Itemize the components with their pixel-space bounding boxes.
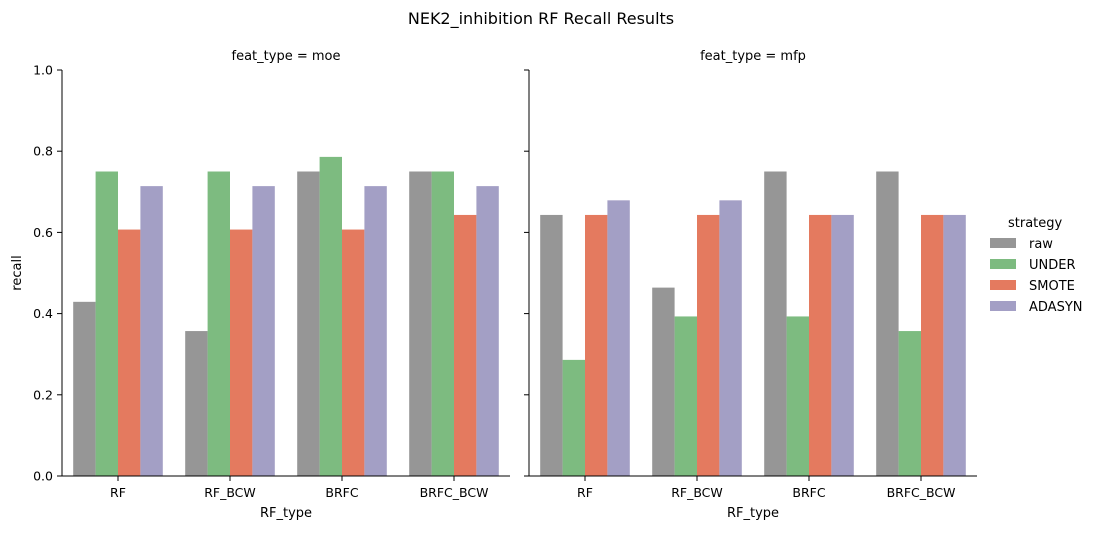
- facet-2: feat_type = mfp RF RF_BCW BRFC BRFC_BCW RF_ty…: [524, 49, 977, 521]
- x-tick-label: RF_BCW: [671, 485, 723, 500]
- bar-under-brfc_bcw: [898, 331, 921, 476]
- bar-raw-brfc_bcw: [409, 171, 432, 476]
- bar-smote-brfc_bcw: [454, 214, 477, 476]
- facet-title: feat_type = moe: [232, 49, 341, 64]
- bar-raw-brfc: [764, 171, 787, 476]
- facets: feat_type = moe 0.0 0.2 0.4 0.6 0.8 1.0 RF RF_BC…: [10, 49, 977, 521]
- bar-smote-rf: [118, 229, 141, 476]
- bar-smote-rf_bcw: [230, 229, 253, 476]
- x-tick-label: BRFC: [325, 485, 358, 500]
- y-tick-label: 1.0: [33, 63, 53, 78]
- x-axis-label: RF_type: [727, 506, 779, 521]
- legend-swatch-under: [990, 259, 1016, 269]
- legend-swatch-smote: [990, 280, 1016, 290]
- bar-raw-brfc: [297, 171, 320, 476]
- bar-smote-rf: [585, 214, 608, 476]
- facet-title: feat_type = mfp: [700, 49, 806, 64]
- x-tick-label: RF_BCW: [204, 485, 256, 500]
- bar-raw-rf: [73, 301, 96, 476]
- y-axis-label: recall: [10, 255, 25, 290]
- bar-adasyn-brfc_bcw: [476, 186, 499, 476]
- legend-label-under: UNDER: [1029, 258, 1076, 273]
- legend-label-adasyn: ADASYN: [1029, 300, 1083, 315]
- y-tick-label: 0.8: [33, 144, 53, 159]
- bar-raw-brfc_bcw: [876, 171, 899, 476]
- legend-swatch-raw: [990, 238, 1016, 248]
- legend-label-raw: raw: [1029, 237, 1053, 252]
- bar-adasyn-brfc_bcw: [943, 214, 966, 476]
- bar-adasyn-rf_bcw: [719, 200, 742, 476]
- bar-raw-rf_bcw: [185, 331, 208, 476]
- facet-1: feat_type = moe 0.0 0.2 0.4 0.6 0.8 1.0 RF RF_BC…: [10, 49, 510, 521]
- bar-smote-brfc: [809, 214, 832, 476]
- x-axis-label: RF_type: [260, 506, 312, 521]
- legend-swatch-adasyn: [990, 301, 1016, 311]
- y-tick-label: 0.6: [33, 225, 53, 240]
- bar-under-rf: [95, 171, 118, 476]
- bar-raw-rf_bcw: [652, 287, 675, 476]
- bar-under-rf_bcw: [207, 171, 230, 476]
- x-tick-label: BRFC_BCW: [887, 485, 956, 500]
- bar-under-brfc: [786, 316, 809, 476]
- x-tick-label: RF: [577, 485, 593, 500]
- x-tick-label: RF: [110, 485, 126, 500]
- bar-smote-brfc_bcw: [921, 214, 944, 476]
- legend-label-smote: SMOTE: [1029, 279, 1075, 294]
- y-tick-label: 0.2: [33, 387, 53, 402]
- bar-raw-rf: [540, 214, 563, 476]
- bar-adasyn-rf: [607, 200, 630, 476]
- y-tick-label: 0.4: [33, 306, 53, 321]
- bar-under-brfc_bcw: [431, 171, 454, 476]
- figure-title: NEK2_inhibition RF Recall Results: [408, 9, 674, 29]
- bar-adasyn-brfc: [831, 214, 854, 476]
- x-tick-label: BRFC: [792, 485, 825, 500]
- bar-smote-brfc: [342, 229, 365, 476]
- bar-under-brfc: [319, 156, 342, 476]
- bar-adasyn-brfc: [364, 186, 387, 476]
- y-tick-label: 0.0: [33, 469, 53, 484]
- bar-smote-rf_bcw: [697, 214, 720, 476]
- bar-under-rf: [562, 359, 585, 476]
- legend: strategy raw UNDER SMOTE ADASYN: [990, 216, 1083, 315]
- bar-under-rf_bcw: [674, 316, 697, 476]
- bar-adasyn-rf_bcw: [252, 186, 275, 476]
- x-tick-label: BRFC_BCW: [420, 485, 489, 500]
- legend-title: strategy: [1008, 216, 1063, 231]
- bar-adasyn-rf: [140, 186, 163, 476]
